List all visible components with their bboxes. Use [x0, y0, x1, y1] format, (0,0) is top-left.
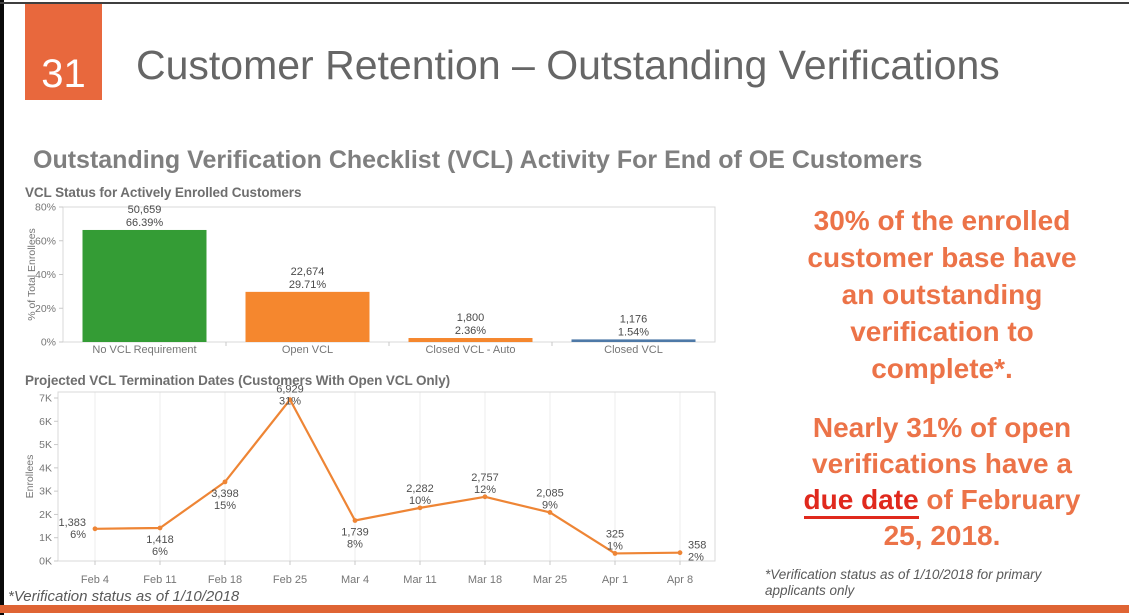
svg-text:66.39%: 66.39% — [126, 217, 164, 229]
svg-text:31%: 31% — [279, 396, 301, 408]
left-edge-border — [0, 0, 4, 615]
svg-text:6%: 6% — [70, 529, 86, 541]
svg-text:1,800: 1,800 — [457, 312, 485, 324]
svg-text:Open VCL: Open VCL — [282, 344, 333, 356]
callout-line: an outstanding — [841, 279, 1043, 310]
svg-text:2%: 2% — [688, 552, 704, 564]
callout-line: 25, 2018. — [883, 520, 1001, 551]
svg-text:1K: 1K — [39, 532, 52, 544]
svg-text:1,418: 1,418 — [146, 534, 174, 546]
svg-text:3K: 3K — [39, 486, 52, 498]
svg-text:No VCL Requirement: No VCL Requirement — [92, 344, 196, 356]
svg-text:1%: 1% — [607, 540, 623, 552]
svg-text:3,398: 3,398 — [211, 488, 239, 500]
svg-text:% of Total Enrollees: % of Total Enrollees — [26, 228, 38, 321]
svg-text:2,085: 2,085 — [536, 487, 564, 499]
svg-text:50,659: 50,659 — [128, 204, 162, 216]
svg-text:60%: 60% — [35, 235, 56, 247]
svg-text:0%: 0% — [41, 337, 56, 349]
section-heading: Outstanding Verification Checklist (VCL)… — [33, 146, 923, 174]
footnote-left: *Verification status as of 1/10/2018 — [8, 588, 240, 605]
callout-enrolled-base: 30% of the enrolled customer base have a… — [762, 202, 1122, 387]
svg-text:6K: 6K — [39, 416, 52, 428]
slide-title: Customer Retention – Outstanding Verific… — [136, 42, 1000, 88]
svg-text:Closed VCL - Auto: Closed VCL - Auto — [425, 344, 515, 356]
svg-text:Feb 18: Feb 18 — [208, 574, 242, 586]
callout-line: customer base have — [807, 242, 1077, 273]
svg-text:6,929: 6,929 — [276, 384, 304, 396]
bar-chart-title: VCL Status for Actively Enrolled Custome… — [25, 185, 302, 200]
svg-text:Apr 8: Apr 8 — [667, 574, 693, 586]
svg-text:1,739: 1,739 — [341, 527, 369, 539]
svg-text:Mar 18: Mar 18 — [468, 574, 502, 586]
bar-chart: 0% 20% 40% 60% 80% % of Total Enrollees 50,659… — [26, 202, 716, 356]
svg-text:80%: 80% — [35, 202, 56, 214]
svg-text:9%: 9% — [542, 499, 558, 511]
svg-text:2K: 2K — [39, 509, 52, 521]
due-date-highlight: due date — [803, 484, 919, 519]
svg-text:22,674: 22,674 — [291, 266, 325, 278]
svg-text:Mar 4: Mar 4 — [341, 574, 369, 586]
svg-text:1,176: 1,176 — [620, 313, 648, 325]
svg-text:Feb 25: Feb 25 — [273, 574, 307, 586]
callout-line: complete*. — [871, 353, 1013, 384]
svg-text:12%: 12% — [474, 484, 496, 496]
svg-text:Mar 11: Mar 11 — [403, 574, 436, 586]
svg-text:0K: 0K — [39, 556, 52, 568]
svg-text:7K: 7K — [39, 393, 52, 405]
svg-text:325: 325 — [606, 528, 624, 540]
svg-text:20%: 20% — [35, 303, 56, 315]
svg-text:29.71%: 29.71% — [289, 279, 327, 291]
callout-line: Nearly 31% of open — [812, 412, 1072, 443]
svg-text:2,757: 2,757 — [471, 472, 499, 484]
svg-text:1,383: 1,383 — [58, 517, 86, 529]
svg-text:15%: 15% — [214, 500, 236, 512]
svg-text:Mar 25: Mar 25 — [533, 574, 567, 586]
svg-text:Closed VCL: Closed VCL — [604, 344, 663, 356]
svg-text:2,282: 2,282 — [406, 483, 434, 495]
svg-text:Feb 11: Feb 11 — [143, 574, 176, 586]
footnote-right: *Verification status as of 1/10/2018 for… — [765, 567, 1042, 598]
slide-number: 31 — [41, 52, 86, 96]
svg-text:Enrollees: Enrollees — [25, 455, 36, 499]
svg-text:1.54%: 1.54% — [618, 326, 649, 338]
line-chart-title: Projected VCL Termination Dates (Custome… — [25, 373, 450, 388]
svg-text:5K: 5K — [39, 439, 52, 451]
svg-text:8%: 8% — [347, 539, 363, 551]
svg-text:40%: 40% — [35, 269, 56, 281]
callout-due-date: Nearly 31% of open verifications have a … — [762, 410, 1122, 554]
callout-line: due date of February — [762, 482, 1122, 519]
callout-line: verification to — [850, 316, 1034, 347]
svg-text:10%: 10% — [409, 495, 431, 507]
svg-text:6%: 6% — [152, 546, 168, 558]
svg-text:2.36%: 2.36% — [455, 325, 486, 337]
callout-line: verifications have a — [812, 448, 1072, 479]
callout-line-rest: of February — [918, 484, 1081, 515]
svg-text:Apr 1: Apr 1 — [602, 574, 628, 586]
slide-number-badge: 31 — [25, 4, 102, 100]
svg-text:Feb 4: Feb 4 — [81, 574, 109, 586]
svg-text:358: 358 — [688, 540, 706, 552]
bar-chart-panel: VCL Status for Actively Enrolled Custome… — [25, 185, 717, 375]
top-border-line — [0, 2, 1129, 4]
line-chart-panel: Projected VCL Termination Dates (Custome… — [25, 373, 717, 593]
svg-text:4K: 4K — [39, 462, 52, 474]
callout-line: 30% of the enrolled — [813, 205, 1071, 236]
bottom-accent-bar — [0, 605, 1129, 613]
